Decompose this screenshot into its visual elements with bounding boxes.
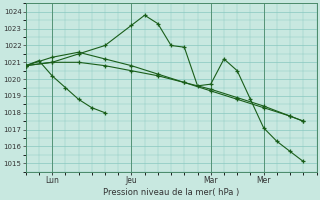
X-axis label: Pression niveau de la mer( hPa ): Pression niveau de la mer( hPa ) bbox=[103, 188, 239, 197]
